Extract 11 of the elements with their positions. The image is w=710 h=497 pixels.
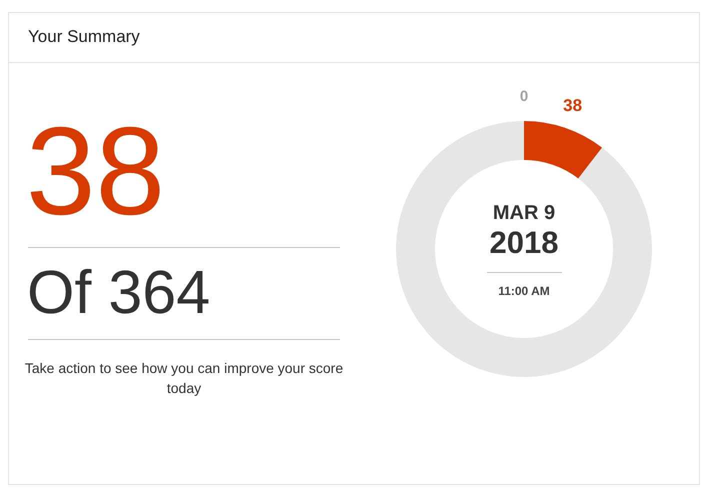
text: 0 bbox=[518, 88, 530, 106]
text: 38 bbox=[26, 102, 166, 241]
donut-slice bbox=[524, 121, 602, 178]
text: 2018 bbox=[488, 224, 560, 260]
text: Your Summary bbox=[28, 27, 140, 47]
text: Take action to see how you can improve your score today bbox=[24, 359, 344, 398]
text: 11:00 AM bbox=[497, 284, 551, 298]
donut-slice bbox=[396, 121, 652, 377]
text: MAR 9 bbox=[492, 201, 556, 225]
text: Of 364 bbox=[27, 258, 210, 326]
data-label: 38 bbox=[563, 96, 582, 116]
